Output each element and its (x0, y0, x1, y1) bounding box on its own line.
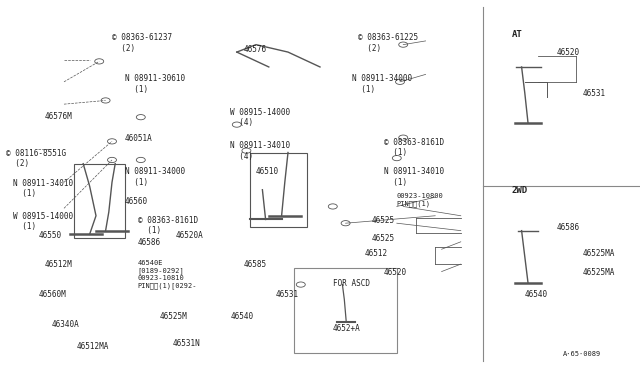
Text: 46585: 46585 (243, 260, 266, 269)
Text: 00923-10800
PINピン(1): 00923-10800 PINピン(1) (397, 193, 444, 207)
Text: A·65·0089: A·65·0089 (563, 351, 602, 357)
Text: © 08116-8551G
  (2): © 08116-8551G (2) (6, 149, 67, 168)
Text: N 08911-34000
  (1): N 08911-34000 (1) (125, 167, 185, 187)
Text: 46512: 46512 (365, 249, 388, 258)
Text: 46540E
[0189-0292]
00923-10810
PINピン(1)[0292-: 46540E [0189-0292] 00923-10810 PINピン(1)[… (138, 260, 197, 289)
Text: © 08363-61225
  (2): © 08363-61225 (2) (358, 33, 419, 53)
Text: N 08911-30610
  (1): N 08911-30610 (1) (125, 74, 185, 94)
Text: 46531: 46531 (582, 89, 605, 98)
Text: N 08911-34010
  (1): N 08911-34010 (1) (13, 179, 73, 198)
Text: 46540: 46540 (230, 312, 253, 321)
Text: 46525MA: 46525MA (582, 268, 615, 277)
Text: 46525M: 46525M (160, 312, 188, 321)
Text: 46512M: 46512M (45, 260, 72, 269)
Text: 46550: 46550 (38, 231, 61, 240)
Text: W 08915-14000
  (4): W 08915-14000 (4) (230, 108, 291, 127)
FancyBboxPatch shape (294, 268, 397, 353)
Text: 46520A: 46520A (176, 231, 204, 240)
Text: 46576M: 46576M (45, 112, 72, 121)
Text: © 08363-61237
  (2): © 08363-61237 (2) (112, 33, 172, 53)
Text: 46051A: 46051A (125, 134, 152, 143)
Text: 46340A: 46340A (51, 320, 79, 329)
Text: 46525MA: 46525MA (582, 249, 615, 258)
Text: 46531: 46531 (275, 290, 298, 299)
Text: 46512MA: 46512MA (77, 342, 109, 351)
Text: 46560: 46560 (125, 197, 148, 206)
Text: 46586: 46586 (557, 223, 580, 232)
Text: 46520: 46520 (557, 48, 580, 57)
Text: 2WD: 2WD (512, 186, 528, 195)
Text: FOR ASCD: FOR ASCD (333, 279, 370, 288)
Text: AT: AT (512, 30, 523, 39)
Text: 4652+A: 4652+A (333, 324, 360, 333)
Text: 46540: 46540 (525, 290, 548, 299)
Text: 46531N: 46531N (173, 339, 200, 347)
Text: 46520: 46520 (384, 268, 407, 277)
Text: 46586: 46586 (138, 238, 161, 247)
Text: 46576: 46576 (243, 45, 266, 54)
Text: 46560M: 46560M (38, 290, 66, 299)
Text: 46510: 46510 (256, 167, 279, 176)
Text: 46525: 46525 (371, 234, 394, 243)
Text: © 08363-8161D
  (1): © 08363-8161D (1) (138, 216, 198, 235)
Text: N 08911-34010
  (1): N 08911-34010 (1) (384, 167, 444, 187)
Text: © 08363-8161D
  (1): © 08363-8161D (1) (384, 138, 444, 157)
Text: W 08915-14000
  (1): W 08915-14000 (1) (13, 212, 73, 231)
Text: N 08911-34000
  (1): N 08911-34000 (1) (352, 74, 412, 94)
Text: N 08911-34010
  (4): N 08911-34010 (4) (230, 141, 291, 161)
Text: 46525: 46525 (371, 216, 394, 225)
